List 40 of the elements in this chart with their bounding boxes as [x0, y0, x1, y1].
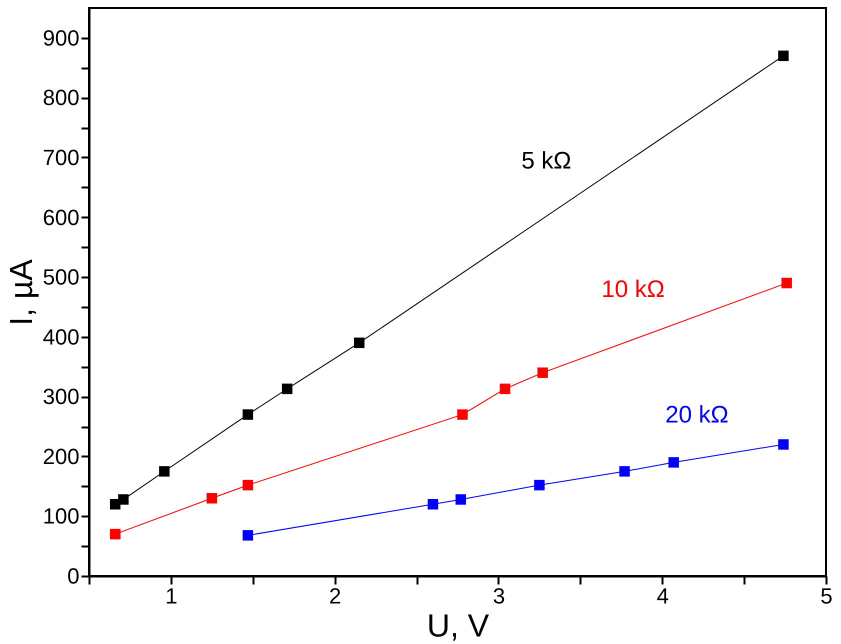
- point: [118, 494, 129, 505]
- point: [534, 480, 545, 490]
- point: [159, 466, 170, 477]
- point: [354, 338, 364, 348]
- point: [110, 528, 120, 540]
- point: [668, 457, 679, 468]
- point: [206, 493, 218, 504]
- y-tick-label: 600: [42, 204, 80, 230]
- point: [456, 494, 466, 505]
- point: [781, 278, 792, 288]
- series-label: 10 kΩ: [601, 276, 665, 303]
- series-label: 5 kΩ: [521, 147, 572, 174]
- point: [242, 530, 254, 541]
- point: [778, 439, 789, 450]
- point: [457, 409, 468, 420]
- x-tick-label: 5: [820, 584, 833, 608]
- point: [537, 367, 548, 378]
- point: [778, 50, 789, 62]
- x-tick-label: 1: [165, 584, 178, 608]
- y-tick-label: 500: [42, 264, 80, 290]
- y-tick-label: 300: [42, 384, 80, 410]
- y-tick-label: 0: [67, 564, 80, 588]
- point: [242, 409, 254, 420]
- point: [428, 499, 438, 510]
- x-tick-label: 3: [492, 584, 506, 608]
- y-axis-title: I, µA: [2, 258, 39, 326]
- x-tick-label: 2: [329, 584, 342, 608]
- y-tick-label: 100: [42, 504, 80, 529]
- x-tick-label: 4: [656, 584, 669, 608]
- point: [282, 384, 292, 394]
- y-tick-label: 700: [42, 144, 80, 170]
- point: [619, 466, 630, 477]
- point: [500, 384, 510, 394]
- series-label: 20 kΩ: [665, 401, 729, 428]
- point: [242, 480, 254, 490]
- y-tick-label: 800: [42, 85, 80, 110]
- y-tick-label: 400: [42, 324, 80, 350]
- y-tick-label: 200: [42, 444, 80, 469]
- x-axis-title: U, V: [426, 608, 490, 644]
- y-tick-label: 900: [42, 25, 80, 50]
